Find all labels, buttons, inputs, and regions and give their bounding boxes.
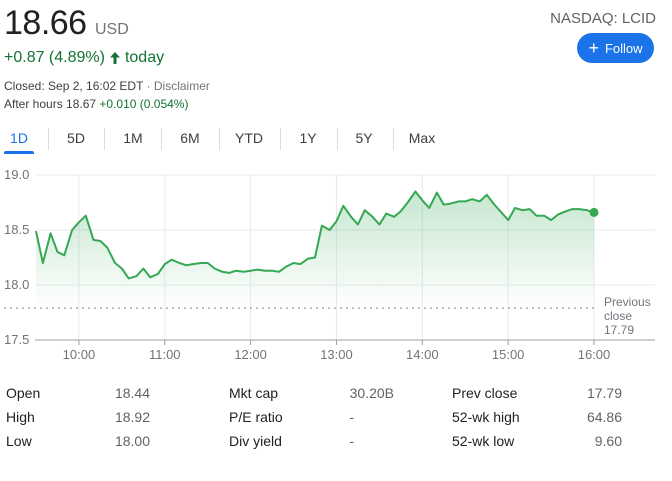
stat-value-mkt-cap: 30.20B <box>349 385 394 401</box>
last-price-dot <box>589 207 599 217</box>
x-tick-label: 15:00 <box>492 347 525 362</box>
stat-label-52wk-high: 52-wk high <box>452 409 520 425</box>
stat-value-52wk-low: 9.60 <box>594 433 622 449</box>
stats-row: High 18.92 P/E ratio - 52-wk high 64.86 <box>0 409 672 433</box>
stat-value-high: 18.92 <box>114 409 150 425</box>
previous-close-label: close <box>604 309 632 323</box>
range-tabs: 1D 5D 1M 6M YTD 1Y 5Y Max <box>0 124 672 154</box>
y-tick-label: 19.0 <box>4 167 29 182</box>
after-hours-label: After hours 18.67 <box>4 97 97 111</box>
stat-value-div-yield: - <box>349 433 354 449</box>
after-hours: After hours 18.67 +0.010 (0.054%) <box>4 97 188 111</box>
stat-label-mkt-cap: Mkt cap <box>229 385 279 401</box>
change-value: +0.87 (4.89%) <box>4 49 105 66</box>
arrow-up-icon <box>109 52 120 64</box>
previous-close-value: 17.79 <box>604 323 634 337</box>
tab-ytd[interactable]: YTD <box>235 130 263 146</box>
x-tick-label: 12:00 <box>234 347 267 362</box>
ticker-symbol[interactable]: NASDAQ: LCID <box>550 10 656 27</box>
price-line <box>35 190 595 280</box>
stat-value-pe-ratio: - <box>349 409 354 425</box>
tab-5y[interactable]: 5Y <box>355 130 373 146</box>
tab-6m[interactable]: 6M <box>180 130 200 146</box>
price-change: +0.87 (4.89%) today <box>4 49 164 67</box>
plus-icon: + <box>588 38 599 58</box>
x-tick-label: 16:00 <box>578 347 611 362</box>
stat-label-prev-close: Prev close <box>452 385 518 401</box>
tab-1y[interactable]: 1Y <box>299 130 317 146</box>
closed-text: Closed: Sep 2, 16:02 EDT <box>4 79 144 93</box>
stat-label-open: Open <box>6 385 41 401</box>
change-period: today <box>124 49 165 66</box>
currency-label: USD <box>95 21 129 38</box>
stat-value-52wk-high: 64.86 <box>586 409 622 425</box>
stat-label-div-yield: Div yield <box>229 433 282 449</box>
tab-divider <box>219 128 220 150</box>
x-tick-label: 10:00 <box>63 347 96 362</box>
tab-max[interactable]: Max <box>408 130 436 146</box>
tab-divider <box>104 128 105 150</box>
tab-divider <box>280 128 281 150</box>
previous-close-label: Previous <box>604 295 651 309</box>
stat-value-low: 18.00 <box>114 433 150 449</box>
stat-value-open: 18.44 <box>114 385 150 401</box>
stat-label-52wk-low: 52-wk low <box>452 433 515 449</box>
stat-value-prev-close: 17.79 <box>586 385 622 401</box>
stat-label-high: High <box>6 409 35 425</box>
tab-1m[interactable]: 1M <box>123 130 143 146</box>
y-tick-label: 17.5 <box>4 332 29 347</box>
price-area-fill <box>36 191 594 309</box>
stat-label-pe-ratio: P/E ratio <box>229 409 283 425</box>
stats-row: Low 18.00 Div yield - 52-wk low 9.60 <box>0 433 672 457</box>
y-tick-label: 18.0 <box>4 277 29 292</box>
x-tick-label: 14:00 <box>406 347 439 362</box>
disclaimer-link[interactable]: · Disclaimer <box>143 79 210 93</box>
tab-1d[interactable]: 1D <box>4 124 34 154</box>
tab-divider <box>393 128 394 150</box>
x-tick-label: 13:00 <box>320 347 353 362</box>
tab-5d[interactable]: 5D <box>67 130 85 146</box>
tab-divider <box>48 128 49 150</box>
after-hours-change: +0.010 (0.054%) <box>99 97 189 111</box>
follow-label: Follow <box>604 40 643 56</box>
closed-status: Closed: Sep 2, 16:02 EDT · Disclaimer <box>4 79 210 93</box>
stats-row: Open 18.44 Mkt cap 30.20B Prev close 17.… <box>0 385 672 409</box>
y-tick-label: 18.5 <box>4 222 29 237</box>
stat-label-low: Low <box>6 433 32 449</box>
follow-button[interactable]: + Follow <box>577 33 654 63</box>
stock-price: 18.66 <box>4 4 87 42</box>
price-chart[interactable]: 19.0 18.5 18.0 17.5 10:00 11:00 12:00 13:00 14:0… <box>0 160 672 372</box>
tab-divider <box>161 128 162 150</box>
x-tick-label: 11:00 <box>149 347 181 362</box>
tab-divider <box>337 128 338 150</box>
